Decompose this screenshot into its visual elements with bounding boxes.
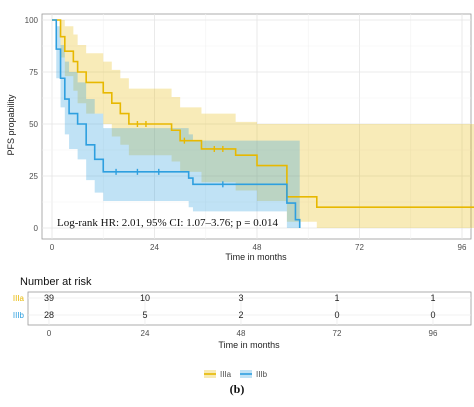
risk-grid	[28, 292, 471, 325]
risk-table-panel	[27, 291, 472, 326]
x-tick-label: 0	[50, 243, 55, 252]
risk-group-labels: IIIa IIIb	[13, 294, 25, 320]
ci-band-iiib	[52, 20, 300, 228]
risk-x-axis-title: Time in months	[218, 340, 280, 350]
risk-x-tick-label: 72	[333, 329, 342, 338]
risk-value: 1	[334, 293, 339, 303]
risk-value: 0	[334, 310, 339, 320]
plot-panel	[41, 13, 472, 240]
risk-value: 2	[238, 310, 243, 320]
y-tick-label: 50	[29, 120, 38, 129]
risk-group-label-iiia: IIIa	[13, 294, 25, 303]
risk-value: 39	[44, 293, 54, 303]
legend-label-iiia: IIIa	[220, 370, 232, 379]
y-axis-title: PFS propability	[6, 94, 16, 156]
y-tick-labels: 0 25 50 75 100	[25, 16, 39, 233]
x-tick-label: 96	[458, 243, 467, 252]
risk-x-tick-label: 96	[429, 329, 438, 338]
risk-x-tick-label: 24	[141, 329, 150, 338]
grid-lines	[42, 14, 471, 239]
legend-label-iiib: IIIb	[256, 370, 268, 379]
figure-caption: (b)	[230, 382, 245, 396]
y-tick-label: 100	[25, 16, 39, 25]
logrank-annotation: Log-rank HR: 2.01, 95% CI: 1.07–3.76; p …	[57, 217, 278, 229]
risk-value: 0	[430, 310, 435, 320]
risk-value: 5	[142, 310, 147, 320]
risk-x-tick-label: 0	[47, 329, 52, 338]
risk-value: 10	[140, 293, 150, 303]
risk-x-tick-labels: 0 24 48 72 96	[47, 329, 438, 338]
x-tick-label: 48	[253, 243, 262, 252]
survival-curves	[52, 19, 474, 228]
survival-curve-iiia	[52, 19, 474, 208]
risk-value: 3	[238, 293, 243, 303]
risk-value: 28	[44, 310, 54, 320]
risk-group-label-iiib: IIIb	[13, 311, 25, 320]
risk-x-tick-label: 48	[237, 329, 246, 338]
confidence-bands	[52, 20, 474, 228]
survival-curve-iiib	[52, 19, 301, 228]
y-tick-label: 25	[29, 172, 38, 181]
risk-table-title: Number at risk	[20, 276, 92, 288]
x-axis-title: Time in months	[225, 252, 287, 262]
x-tick-labels: 0 24 48 72 96	[50, 243, 467, 252]
risk-values: 39 10 3 1 1 28 5 2 0 0	[44, 293, 436, 320]
risk-table: Number at risk 39 10 3 1 1 28 5 2 0 0 IIIa IIIb 0 2…	[13, 276, 472, 350]
km-plot: 0 25 50 75 100 0 24 48 72 96 PFS propability Tim…	[6, 13, 474, 262]
risk-value: 1	[430, 293, 435, 303]
ci-band-iiia	[52, 20, 474, 228]
y-tick-label: 0	[34, 224, 39, 233]
y-tick-label: 75	[29, 68, 38, 77]
x-tick-label: 72	[355, 243, 364, 252]
censor-marks	[115, 121, 224, 188]
legend: IIIa IIIb	[204, 370, 268, 379]
x-tick-label: 24	[150, 243, 159, 252]
